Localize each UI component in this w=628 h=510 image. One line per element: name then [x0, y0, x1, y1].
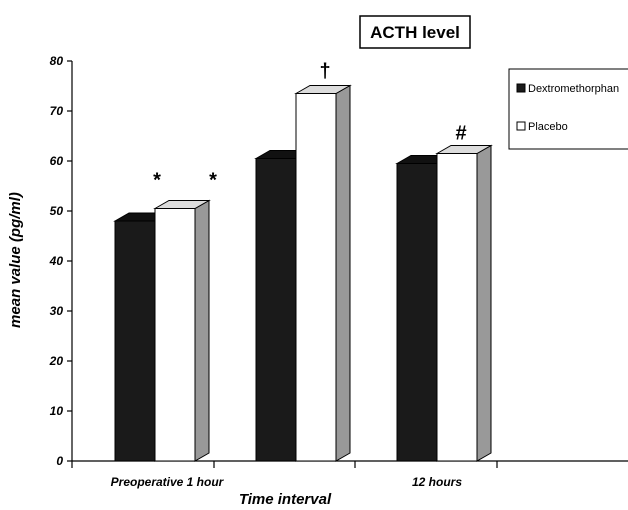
legend: Dextromethorphan Placebo [508, 68, 628, 150]
annotations: * * † # [153, 61, 466, 192]
y-tick-label: 80 [50, 54, 64, 68]
bar-dextromethorphan-front [396, 163, 438, 462]
bar-placebo [153, 199, 211, 462]
bar-placebo-front [295, 93, 337, 462]
legend-swatch [516, 83, 526, 93]
bars [113, 84, 493, 462]
y-axis-label: mean value (pg/ml) [7, 192, 24, 328]
bar-placebo [435, 144, 493, 462]
annotation-mark: # [455, 123, 466, 145]
y-tick-label: 70 [50, 104, 64, 118]
y-tick-label: 40 [49, 254, 64, 268]
y-tick-label: 20 [49, 354, 64, 368]
legend-label: Dextromethorphan [528, 83, 619, 95]
annotation-mark: † [319, 61, 330, 83]
y-tick-label: 30 [50, 304, 64, 318]
bar-placebo-side [476, 144, 492, 462]
legend-swatch [516, 121, 526, 131]
x-tick-label: 12 hours [412, 475, 462, 489]
y-tick-label: 10 [50, 404, 64, 418]
bar-dextromethorphan-front [255, 158, 297, 462]
bar-dextromethorphan-front [114, 220, 156, 462]
bar-placebo-front [436, 153, 478, 462]
y-tick-label: 0 [56, 454, 63, 468]
chart-title-box: ACTH level [359, 15, 471, 49]
chart-title: ACTH level [370, 23, 460, 42]
x-axis-label: Time interval [239, 491, 332, 508]
x-tick-label: Preoperative 1 hour [111, 475, 225, 489]
annotation-mark: * [209, 170, 217, 192]
bar-placebo [294, 84, 352, 462]
legend-label: Placebo [528, 121, 568, 133]
bar-placebo-side [335, 84, 351, 462]
bar-placebo-side [194, 199, 210, 462]
y-tick-label: 60 [50, 154, 64, 168]
y-tick-label: 50 [50, 204, 64, 218]
bar-placebo-front [154, 208, 196, 462]
annotation-mark: * [153, 170, 161, 192]
